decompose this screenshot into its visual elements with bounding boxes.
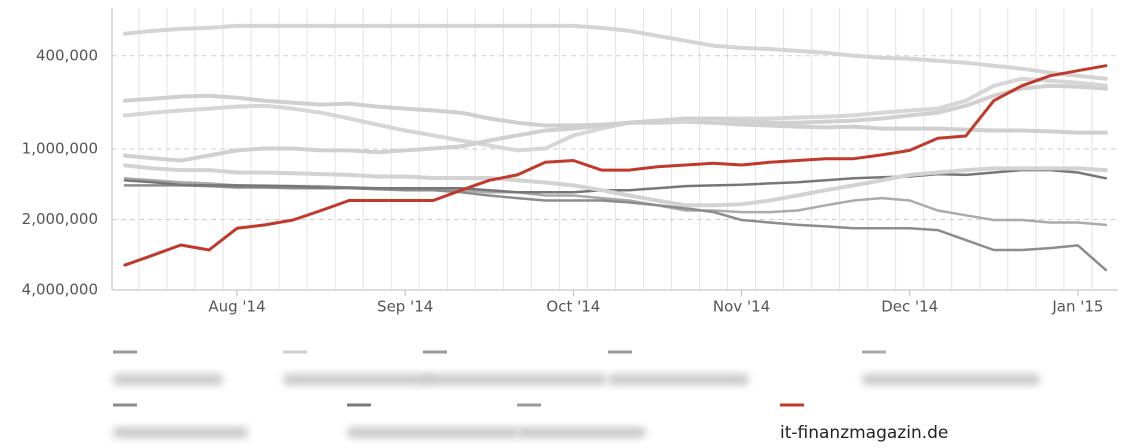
legend-label-blurred [862, 374, 1040, 385]
y-tick-label: 4,000,000 [22, 281, 98, 299]
legend-label-blurred [113, 427, 248, 438]
series-line [122, 23, 1108, 81]
legend-label-blurred [283, 374, 430, 385]
legend-label: it-finanzmagazin.de [780, 423, 948, 443]
series-line [123, 184, 1108, 272]
legend-label-blurred [608, 374, 749, 385]
x-tick-label: Oct '14 [546, 298, 600, 316]
x-tick-label: Dec '14 [881, 298, 938, 316]
x-tick-label: Nov '14 [713, 298, 770, 316]
series-line [123, 168, 1108, 194]
legend-label-blurred [113, 374, 223, 385]
y-tick-label: 400,000 [36, 46, 98, 64]
x-tick-label: Aug '14 [208, 298, 265, 316]
legend-label-blurred [517, 427, 646, 438]
series-line [122, 163, 1108, 208]
x-tick-label: Sep '14 [377, 298, 433, 316]
y-tick-label: 1,000,000 [22, 140, 98, 158]
x-tick-label: Jan '15 [1051, 298, 1103, 316]
legend-label-blurred [423, 374, 607, 385]
legend-label-blurred [347, 427, 519, 438]
series-line [123, 64, 1108, 267]
y-tick-label: 2,000,000 [22, 210, 98, 228]
series-line [122, 83, 1108, 163]
